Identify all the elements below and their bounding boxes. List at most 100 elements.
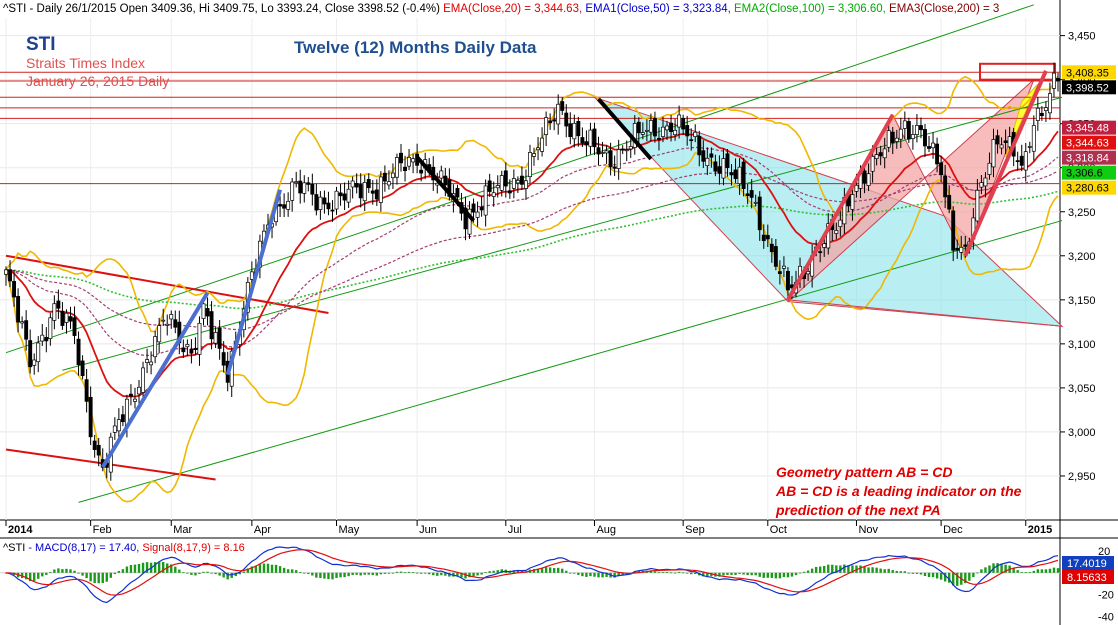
candle-body [249,271,254,280]
macd-histogram-bar [121,569,125,573]
candle-body [697,135,702,156]
y-tick-label: 2,950 [1068,471,1096,483]
ab-cd-leg [786,113,895,301]
macd-pane: 200-20-40 [0,546,1114,624]
candle-body [209,311,214,340]
macd-histogram-bar [339,572,342,578]
macd-histogram-bar [399,571,403,573]
macd-histogram-bar [141,562,145,573]
macd-histogram-bar [540,568,544,573]
candle-body [677,114,682,128]
macd-histogram-bar [552,568,556,573]
candle-body [314,194,319,211]
pattern-note-3: prediction of the next PA [775,502,941,518]
candle-body [32,359,37,366]
candle-body [286,200,291,210]
candle-body [939,162,944,176]
candle-body [197,322,202,355]
macd-histogram-bar [1052,567,1056,573]
macd-histogram-bar [246,568,250,573]
macd-histogram-bar [28,572,32,582]
macd-histogram-bar [379,572,383,575]
candle-body [632,123,637,148]
candle-body [342,193,347,201]
ab-cd-leg [963,70,1048,257]
candle-body [866,173,871,186]
candle-body [927,146,931,149]
macd-histogram-bar [613,572,616,578]
macd-histogram-bar [440,572,443,576]
macd-histogram-bar [601,572,604,578]
macd-histogram-bar [742,572,745,575]
candle-body [495,185,500,189]
candle-body [1003,140,1008,143]
candle-body [4,269,8,275]
macd-y-tick-label: 20 [1098,546,1110,558]
candle-body [205,308,210,317]
indicator-lines [5,75,1059,503]
macd-histogram-bar [931,572,935,578]
macd-histogram-bar [411,571,415,573]
macd-histogram-bar [105,572,108,582]
macd-histogram-bar [101,572,104,584]
price-badge-bg [1062,135,1116,150]
macd-histogram-bar [218,572,221,576]
blue-trend-line [101,291,210,469]
macd-histogram-bar [97,572,100,584]
macd-histogram-bar [827,564,830,573]
candle-body [399,152,403,164]
macd-histogram-bar [45,572,48,575]
macd-histogram-bar [250,566,254,573]
candle-body [1007,136,1012,148]
price-badge-label: 3,318.84 [1066,153,1109,165]
x-tick-label: Feb [93,524,112,536]
candle-body [572,122,577,140]
candle-body [902,120,907,129]
candle-body [943,175,948,198]
candle-body [149,361,154,366]
candle-body [979,182,984,188]
candle-body [318,196,323,210]
candle-body [910,134,915,139]
candle-body [592,128,597,148]
candle-body [620,148,625,151]
candle-body [326,202,331,210]
macd-histogram-bar [428,572,431,575]
macd-histogram-bar [786,572,790,578]
macd-histogram-bar [351,572,354,576]
candle-body [403,166,407,172]
candle-body [1027,146,1032,148]
macd-histogram-bar [133,564,137,573]
x-tick-label: May [339,524,360,536]
candle-body [963,244,968,247]
macd-histogram-bar [472,572,475,577]
candle-body [28,340,33,368]
macd-histogram-bar [657,572,661,574]
macd-histogram-bar [694,572,697,575]
macd-histogram-bar [395,571,399,573]
candle-body [995,135,1000,145]
black-trend-line [415,155,476,222]
pattern-note-2: AB = CD is a leading indicator on the [775,483,1022,499]
candle-body [382,172,387,182]
candle-body [217,327,222,349]
macd-histogram-bar [480,572,483,575]
price-badge-bg [1062,80,1116,95]
x-tick-label: Sep [685,524,705,536]
macd-histogram-bar [746,572,749,576]
macd-histogram-bar [190,572,193,575]
candle-body [479,206,484,211]
black-trend-line [597,97,653,161]
candle-body [524,180,528,189]
macd-histogram-bar [266,563,270,573]
x-tick-label: Jul [508,524,522,536]
macd-histogram-bar [444,572,447,576]
macd-histogram-bar [669,572,673,574]
macd-histogram-bar [790,572,794,577]
candle-body [987,162,992,175]
macd-histogram-bar [875,567,878,573]
macd-label: ^STI - MACD(8,17) = 17.40, Signal(8,17,9… [3,542,245,554]
macd-histogram-bar [661,572,665,573]
candle-body [358,184,363,199]
